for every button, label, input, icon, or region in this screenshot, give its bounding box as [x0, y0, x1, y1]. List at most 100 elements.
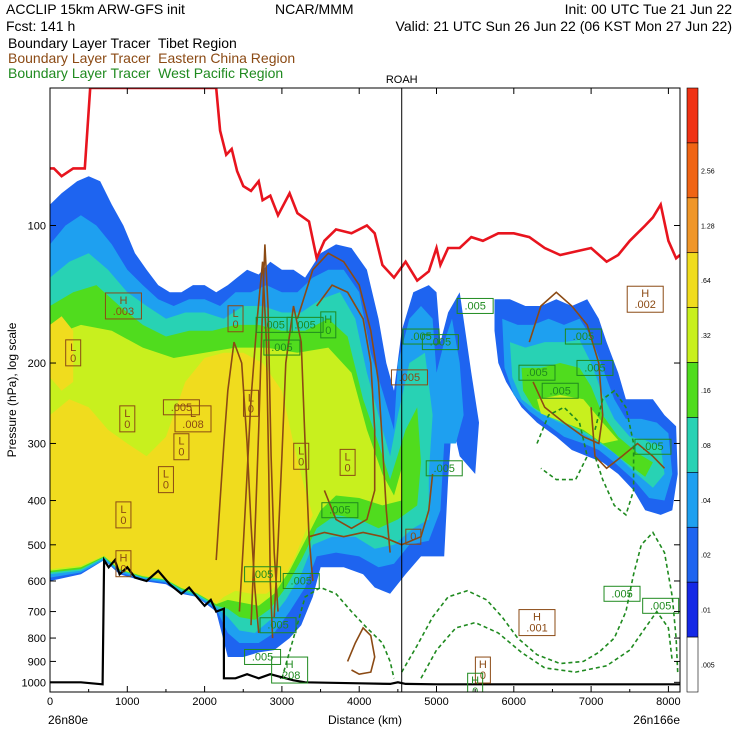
- extremum-label-box: [162, 399, 200, 416]
- legend-line-eastern-china: Boundary Layer Tracer Eastern China Regi…: [8, 50, 296, 66]
- extremum-label-box: [405, 528, 422, 545]
- extremum-label-28: .005: [282, 572, 320, 589]
- extremum-label-box: [320, 311, 337, 339]
- x-tick-label: 0: [47, 696, 53, 708]
- extremum-label-23: .005: [421, 334, 459, 351]
- extremum-label-box: [157, 466, 174, 494]
- extremum-label-text: .005: [464, 300, 485, 312]
- colorbar-label: 2.56: [701, 168, 715, 175]
- tracer-region-p64-11: [50, 316, 74, 391]
- colorbar-swatch-5: [686, 362, 699, 418]
- extremum-label-text: H: [533, 612, 541, 624]
- extremum-label-7: L0: [115, 501, 132, 529]
- colorbar-label: .04: [701, 498, 711, 505]
- extremum-label-text: 0: [232, 319, 238, 331]
- y-tick-label: 1000: [22, 677, 46, 689]
- colorbar-label: .08: [701, 443, 711, 450]
- extremum-label-text: 0: [298, 456, 304, 468]
- extremum-label-box: [564, 328, 602, 345]
- extremum-label-box: [255, 316, 293, 333]
- extremum-label-box: [174, 405, 212, 433]
- extremum-label-text: 0: [120, 515, 126, 527]
- extremum-label-text: L: [163, 469, 169, 481]
- extremum-label-text: H: [119, 553, 127, 565]
- contour-eastern-china-9: [346, 626, 376, 676]
- extremum-label-text: .005: [399, 372, 420, 384]
- colorbar-label: .64: [701, 278, 711, 285]
- extremum-label-text: .008: [182, 419, 203, 431]
- extremum-label-box: [119, 405, 136, 433]
- extremum-label-24: .005: [456, 297, 494, 314]
- x-tick-label: 5000: [424, 696, 448, 708]
- tracer-region-p32-9: [537, 395, 619, 444]
- station-marker-label: ROAH: [386, 74, 418, 86]
- contour-eastern-china-3: [273, 305, 314, 618]
- extremum-label-35: .005: [518, 364, 556, 381]
- extremum-label-8: H0: [115, 550, 132, 578]
- contour-eastern-china-1: [238, 261, 274, 639]
- extremum-label-25: .005: [425, 460, 463, 477]
- extremum-label-text: .005: [271, 342, 292, 354]
- contour-eastern-china-4: [296, 252, 391, 553]
- legend-line-west-pacific: Boundary Layer Tracer West Pacific Regio…: [8, 65, 284, 81]
- terrain-line: [50, 556, 680, 686]
- x-start-location: 26n80e: [48, 713, 88, 727]
- extremum-label-12: L0: [339, 448, 356, 476]
- extremum-label-19: .005: [263, 339, 301, 356]
- extremum-label-box: [104, 292, 142, 320]
- y-tick-label: 500: [28, 540, 46, 552]
- extremum-label-3: .005: [162, 399, 200, 416]
- extremum-label-box: [425, 460, 463, 477]
- extremum-label-text: 0: [124, 419, 130, 431]
- colorbar-label: .32: [701, 333, 711, 340]
- organization-label: NCAR/MMM: [275, 1, 354, 17]
- extremum-label-text: L: [232, 308, 238, 320]
- extremum-label-text: .005: [642, 441, 663, 453]
- tracer-region-p64-10: [50, 352, 313, 604]
- y-tick-label: 200: [28, 358, 46, 370]
- contour-eastern-china-7: [528, 291, 604, 445]
- extremum-label-text: .003: [113, 306, 134, 318]
- extremum-label-text: .005: [573, 331, 594, 343]
- extremum-label-34: .005: [576, 359, 614, 376]
- extremum-label-22: .005: [402, 328, 440, 345]
- extremum-label-text: .208: [279, 670, 300, 682]
- extremum-label-text: .005: [584, 362, 605, 374]
- extremum-label-box: [65, 339, 82, 367]
- extremum-label-6: L0: [157, 466, 174, 494]
- extremum-label-text: H: [324, 314, 332, 326]
- extremum-label-box: [576, 359, 614, 376]
- extremum-label-17: H.002: [626, 285, 664, 313]
- x-end-location: 26n166e: [633, 713, 680, 727]
- y-tick-label: 800: [28, 633, 46, 645]
- extremum-label-text: 0: [345, 462, 351, 474]
- extremum-label-text: L: [124, 408, 130, 420]
- extremum-label-box: [541, 382, 579, 399]
- legend-line-tibet: Boundary Layer Tracer Tibet Region: [8, 35, 237, 51]
- extremum-label-21: H0: [320, 311, 337, 339]
- extremum-label-text: L: [120, 504, 126, 516]
- y-axis-title: Pressure (hPa), log scale: [5, 322, 19, 457]
- y-tick-label: 600: [28, 576, 46, 588]
- y-tick-label: 100: [28, 221, 46, 233]
- x-tick-label: 6000: [502, 696, 526, 708]
- extremum-label-text: .005: [410, 331, 431, 343]
- colorbar-label: .01: [701, 608, 711, 615]
- extremum-label-text: 0: [70, 353, 76, 365]
- colorbar-swatch-7: [686, 472, 699, 528]
- extremum-label-text: .005: [171, 402, 192, 414]
- contour-west-pacific-14: [536, 406, 589, 481]
- extremum-label-text: .002: [635, 299, 656, 311]
- extremum-label-box: [390, 369, 428, 386]
- y-tick-label: 300: [28, 438, 46, 450]
- colorbar-label: .005: [701, 663, 715, 670]
- extremum-label-text: .005: [291, 575, 312, 587]
- extremum-label-text: 0: [178, 447, 184, 459]
- extremum-label-39: .005: [642, 597, 680, 614]
- extremum-label-text: L: [248, 392, 254, 404]
- extremum-label-box: [115, 550, 132, 578]
- colorbar-swatch-9: [686, 581, 699, 638]
- x-tick-label: 1000: [115, 696, 139, 708]
- extremum-label-5: L.008: [174, 405, 212, 433]
